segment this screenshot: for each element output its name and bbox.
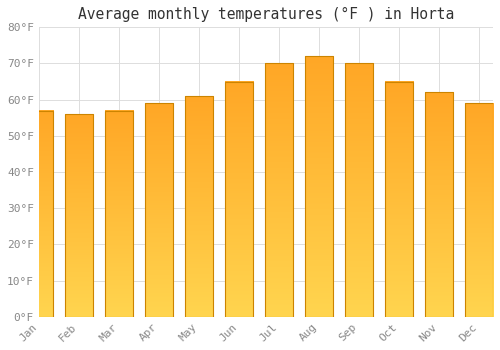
Bar: [305, 56, 333, 317]
Bar: [225, 82, 253, 317]
Bar: [185, 96, 213, 317]
Bar: [145, 103, 173, 317]
Title: Average monthly temperatures (°F ) in Horta: Average monthly temperatures (°F ) in Ho…: [78, 7, 454, 22]
Bar: [25, 111, 53, 317]
Bar: [65, 114, 93, 317]
Bar: [385, 82, 413, 317]
Bar: [105, 111, 133, 317]
Bar: [425, 92, 453, 317]
Bar: [465, 103, 493, 317]
Bar: [265, 63, 293, 317]
Bar: [345, 63, 373, 317]
